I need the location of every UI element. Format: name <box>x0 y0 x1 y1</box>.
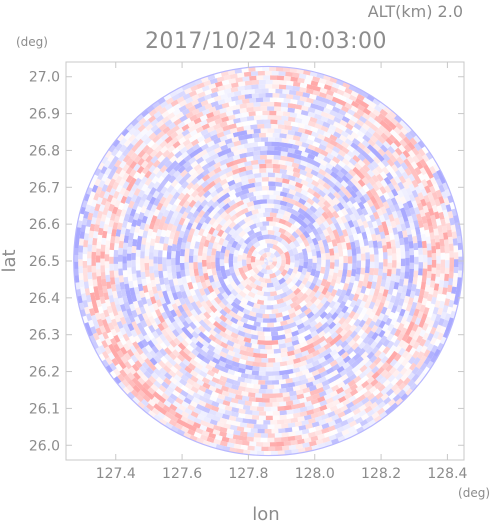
y-tick-label: 27.0 <box>29 70 60 86</box>
x-tick-label: 128.2 <box>361 466 401 482</box>
x-axis: 127.4 127.6 127.8 128.0 128.2 128.4 <box>96 62 468 482</box>
x-axis-title: lon <box>252 504 279 521</box>
y-tick-label: 26.4 <box>29 291 60 307</box>
chart-title: 2017/10/24 10:03:00 <box>145 29 387 54</box>
y-axis-title: lat <box>0 249 20 272</box>
x-tick-label: 127.8 <box>228 466 268 482</box>
y-tick-label: 26.1 <box>29 401 60 417</box>
y-tick-label: 26.5 <box>29 254 60 270</box>
radial-velocity-field <box>73 65 464 457</box>
y-tick-label: 26.2 <box>29 365 60 381</box>
x-tick-label: 127.4 <box>96 466 136 482</box>
y-tick-label: 26.6 <box>29 217 60 233</box>
x-tick-label: 128.4 <box>427 466 467 482</box>
y-unit-label: (deg) <box>16 35 48 49</box>
chart-subtitle: ALT(km) 2.0 <box>368 2 463 21</box>
x-tick-label: 127.6 <box>162 466 202 482</box>
x-unit-label: (deg) <box>458 486 490 500</box>
y-tick-label: 26.7 <box>29 180 60 196</box>
y-tick-label: 26.8 <box>29 143 60 159</box>
y-axis: 27.0 26.9 26.8 26.7 26.6 26.5 26.4 26.3 26.2 26.1… <box>29 70 464 454</box>
y-tick-label: 26.9 <box>29 107 60 123</box>
y-tick-label: 26.3 <box>29 328 60 344</box>
x-tick-label: 128.0 <box>295 466 335 482</box>
y-tick-label: 26.0 <box>29 438 60 454</box>
